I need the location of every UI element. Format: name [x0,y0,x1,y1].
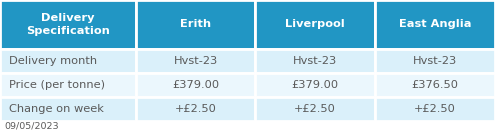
Bar [0,0,136,49]
Bar [0,49,136,73]
Text: Liverpool: Liverpool [285,20,345,29]
Text: +£2.50: +£2.50 [294,104,336,114]
Text: £376.50: £376.50 [411,80,458,90]
Bar [0,73,136,97]
Bar [136,0,255,49]
Text: +£2.50: +£2.50 [175,104,217,114]
Bar [255,0,375,49]
Bar [375,97,495,121]
Bar [255,49,375,73]
Text: Price (per tonne): Price (per tonne) [9,80,105,90]
Bar [136,49,255,73]
Text: Change on week: Change on week [9,104,104,114]
Bar [136,97,255,121]
Bar [255,97,375,121]
Text: East Anglia: East Anglia [398,20,471,29]
Bar [375,73,495,97]
Text: Erith: Erith [180,20,211,29]
Bar [136,73,255,97]
Text: Hvst-23: Hvst-23 [174,56,218,66]
Bar [375,49,495,73]
Text: £379.00: £379.00 [292,80,339,90]
Bar [0,97,136,121]
Text: +£2.50: +£2.50 [414,104,456,114]
Text: £379.00: £379.00 [172,80,219,90]
Text: Hvst-23: Hvst-23 [293,56,337,66]
Text: Hvst-23: Hvst-23 [413,56,457,66]
Bar [255,73,375,97]
Text: 09/05/2023: 09/05/2023 [4,121,58,130]
Text: Delivery month: Delivery month [9,56,97,66]
Bar [375,0,495,49]
Text: Delivery
Specification: Delivery Specification [26,13,110,36]
